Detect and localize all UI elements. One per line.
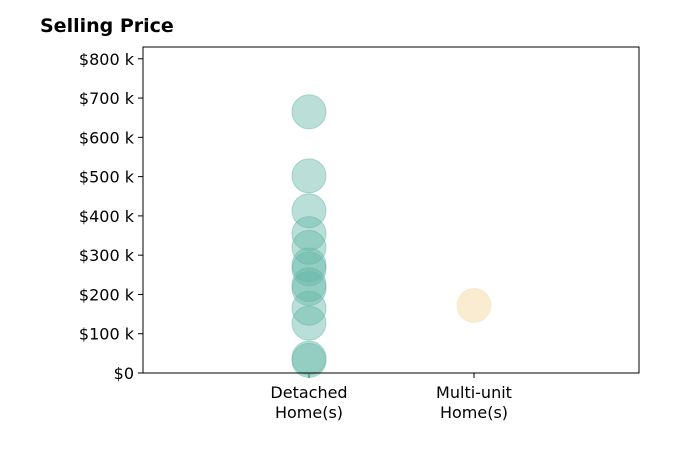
x-tick-label: Home(s) (440, 403, 508, 422)
chart-title: Selling Price (40, 15, 174, 37)
data-point (291, 229, 327, 265)
data-point (291, 251, 327, 287)
data-point (291, 271, 327, 307)
x-tick-label: Home(s) (275, 403, 343, 422)
y-tick-label: $800 k (79, 50, 135, 69)
data-point (291, 290, 327, 326)
y-tick-label: $0 (114, 364, 134, 383)
x-tick-label: Multi-unit (436, 383, 512, 402)
data-point (291, 158, 327, 194)
y-tick-label: $200 k (79, 285, 135, 304)
y-tick-label: $300 k (79, 246, 135, 265)
x-tick-label: Detached (270, 383, 347, 402)
plot-frame (142, 46, 640, 374)
scatter-points (291, 94, 492, 378)
y-tick-label: $100 k (79, 325, 135, 344)
y-axis: $0 $100 k $200 k $300 k $400 k $500 k $600 k $7… (79, 50, 143, 383)
y-tick-label: $400 k (79, 207, 135, 226)
data-point (291, 342, 327, 378)
data-point (456, 287, 492, 323)
data-point (291, 305, 327, 341)
data-point (291, 94, 327, 130)
y-tick-label: $500 k (79, 168, 135, 187)
data-point (291, 216, 327, 252)
y-tick-label: $700 k (79, 89, 135, 108)
y-tick-label: $600 k (79, 128, 135, 147)
